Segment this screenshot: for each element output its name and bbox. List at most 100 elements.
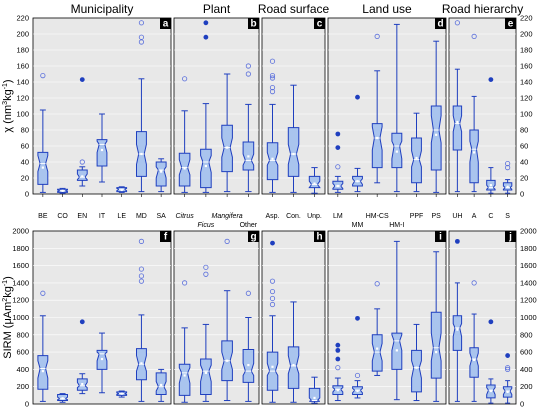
y-tick-left-top-7: 140	[16, 78, 29, 87]
category-label-Other: Other	[240, 222, 258, 229]
y-tick-left-bottom-7: 1400	[12, 278, 29, 287]
group-title-plant: Plant	[203, 2, 231, 16]
outlier-point	[138, 20, 145, 26]
outlier-point	[269, 288, 276, 295]
mean-marker	[356, 180, 359, 183]
outlier-point	[203, 264, 209, 270]
mean-marker	[395, 150, 398, 153]
mean-marker	[226, 359, 229, 362]
mean-marker	[271, 365, 274, 368]
panel-letter-bg	[160, 231, 171, 242]
extreme-point	[488, 77, 494, 82]
extreme-point	[355, 94, 360, 100]
panel-letter-i: i	[439, 232, 442, 243]
outlier-point	[471, 280, 477, 286]
outlier-point	[138, 238, 145, 244]
box-PPF	[411, 349, 422, 393]
panel-letter-bg	[160, 18, 171, 29]
category-label-HM-I: HM-I	[389, 222, 404, 229]
mean-marker	[435, 351, 438, 354]
box-Unp.	[308, 175, 321, 189]
outlier-point	[182, 280, 188, 286]
y-tick-right-top-7: 140	[520, 78, 533, 87]
category-label-LM: LM	[333, 213, 343, 220]
mean-marker	[336, 184, 339, 188]
category-label-Unp.: Unp.	[307, 213, 322, 220]
extreme-point	[335, 131, 341, 137]
y-tick-right-top-8: 160	[520, 62, 533, 71]
y-tick-left-bottom-3: 600	[16, 348, 29, 357]
outlier-point	[269, 301, 276, 308]
y-axis-label-part: χ (nm	[2, 105, 14, 133]
panel-letter-bg	[505, 231, 516, 242]
panel-letter-h: h	[316, 232, 322, 243]
panel-letter-j: j	[508, 232, 512, 243]
category-label-SA: SA	[156, 213, 166, 220]
category-label-Asp.: Asp.	[265, 213, 279, 220]
extreme-point	[454, 238, 460, 244]
mean-marker	[506, 185, 509, 188]
box-HM-CS	[371, 123, 383, 169]
box-PPF	[411, 137, 422, 184]
category-label-MM: MM	[352, 222, 364, 229]
mean-marker	[473, 151, 476, 154]
category-label-Mangifera: Mangifera	[212, 213, 243, 220]
group-title-road_surface: Road surface	[258, 2, 330, 16]
mean-marker	[292, 363, 295, 367]
y-tick-left-bottom-4: 800	[16, 330, 29, 339]
box-SA	[155, 161, 167, 187]
mean-marker	[456, 328, 459, 331]
mean-marker	[160, 383, 163, 387]
category-label-PS: PS	[431, 213, 441, 220]
extreme-point	[270, 240, 275, 246]
category-label-MD: MD	[136, 213, 147, 220]
mean-marker	[160, 170, 163, 173]
y-tick-right-top-11: 220	[520, 14, 533, 23]
outlier-point	[203, 271, 209, 277]
y-axis-label-part: -1	[2, 83, 9, 89]
panel-letter-a: a	[163, 19, 169, 30]
y-tick-left-top-4: 80	[21, 126, 29, 135]
y-axis-label-part: kg	[2, 89, 14, 101]
box-UH	[452, 315, 463, 351]
outlier-point	[40, 290, 46, 296]
panel-letter-bg	[435, 18, 446, 29]
y-tick-left-bottom-9: 1800	[12, 244, 29, 253]
outlier-point	[269, 75, 276, 81]
box-EN	[76, 169, 88, 181]
mean-marker	[41, 166, 44, 169]
box-Citrus	[178, 363, 191, 396]
group-title-municipality: Municipality	[71, 2, 134, 16]
mean-marker	[356, 389, 359, 393]
y-tick-left-bottom-8: 1600	[12, 261, 29, 270]
extreme-point	[335, 342, 341, 348]
box-A	[469, 347, 479, 378]
category-label-CO: CO	[57, 213, 68, 220]
mean-marker	[61, 189, 64, 192]
y-tick-right-bottom-9: 1800	[520, 244, 537, 253]
box-Con.	[287, 127, 300, 177]
outlier-point	[354, 372, 361, 379]
y-tick-right-bottom-1: 200	[520, 382, 533, 391]
outlier-point	[40, 73, 46, 79]
y-tick-left-bottom-10: 2000	[12, 227, 29, 236]
box-A	[469, 129, 479, 184]
mean-marker	[183, 374, 186, 377]
mean-marker	[473, 358, 476, 361]
box-Unp.	[308, 387, 321, 402]
box-UH	[452, 105, 463, 151]
panel-letter-bg	[314, 231, 325, 242]
mean-marker	[271, 157, 274, 160]
mean-marker	[415, 366, 418, 369]
extreme-point	[79, 77, 85, 82]
category-label-PPF: PPF	[410, 213, 424, 220]
outlier-point	[454, 20, 460, 26]
mean-marker	[247, 363, 250, 367]
outlier-point	[138, 266, 145, 272]
outlier-point	[269, 278, 276, 284]
outlier-point	[374, 33, 380, 40]
panel-letter-bg	[435, 231, 446, 242]
y-tick-right-top-10: 200	[520, 30, 533, 39]
category-label-UH: UH	[452, 213, 462, 220]
category-label-BE: BE	[38, 213, 48, 220]
